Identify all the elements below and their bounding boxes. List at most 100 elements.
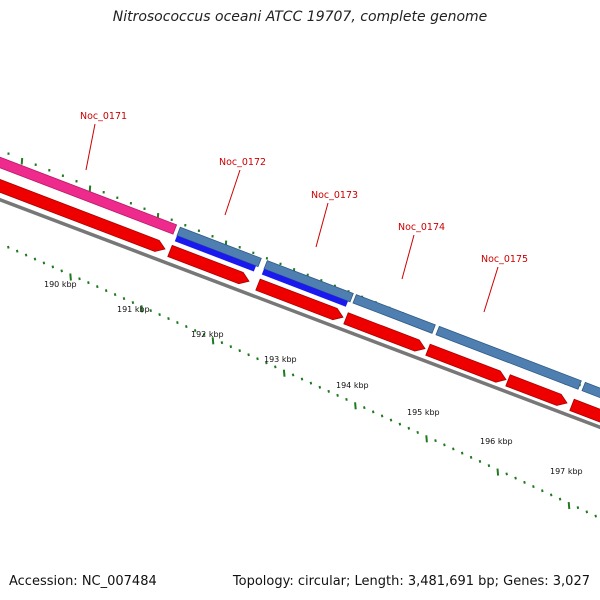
scale-tick-ring bbox=[7, 245, 597, 518]
scale-minor-tick bbox=[24, 253, 28, 257]
scale-minor-tick bbox=[78, 277, 81, 281]
scale-minor-tick bbox=[487, 464, 491, 468]
scale-minor-tick bbox=[104, 289, 108, 293]
scale-minor-tick bbox=[291, 373, 295, 377]
scale-minor-tick bbox=[505, 472, 508, 476]
reverse-cds-arrow bbox=[425, 343, 507, 383]
feature-steel-block bbox=[581, 381, 600, 399]
scale-minor-tick bbox=[15, 249, 19, 253]
scale-minor-tick bbox=[238, 349, 241, 353]
gene-label-leader bbox=[483, 266, 499, 313]
scale-minor-tick bbox=[523, 480, 526, 484]
scale-minor-tick bbox=[318, 385, 322, 389]
outer-tick-mark bbox=[88, 185, 92, 193]
scale-minor-tick bbox=[42, 261, 46, 265]
gene-label: Noc_0171 bbox=[80, 111, 127, 122]
reverse-cds-arrow bbox=[343, 312, 426, 352]
scale-minor-tick bbox=[389, 418, 393, 422]
feature-steel-block bbox=[352, 294, 436, 334]
gene-label: Noc_0174 bbox=[398, 222, 445, 233]
scale-major-tick bbox=[140, 305, 144, 313]
gene-label-leader bbox=[85, 123, 96, 171]
scale-minor-tick bbox=[549, 493, 553, 497]
gene-label-leader bbox=[315, 202, 329, 248]
scale-minor-tick bbox=[452, 447, 455, 451]
scale-minor-tick bbox=[327, 389, 330, 393]
scale-minor-tick bbox=[122, 297, 126, 301]
scale-label: 196 kbp bbox=[480, 437, 513, 446]
scale-label: 190 kbp bbox=[44, 280, 77, 289]
gene-label: Noc_0175 bbox=[481, 254, 528, 265]
feature-steel-block bbox=[435, 325, 582, 390]
scale-minor-tick bbox=[60, 269, 63, 273]
scale-minor-tick bbox=[265, 361, 268, 365]
scale-minor-tick bbox=[51, 265, 55, 269]
scale-minor-tick bbox=[371, 410, 375, 414]
scale-minor-tick bbox=[7, 245, 10, 249]
scale-minor-tick bbox=[416, 430, 419, 434]
scale-label: 195 kbp bbox=[407, 408, 440, 417]
scale-label: 192 kbp bbox=[191, 330, 224, 339]
scale-minor-tick bbox=[576, 506, 580, 510]
scale-major-tick bbox=[69, 273, 72, 281]
scale-minor-tick bbox=[149, 309, 152, 313]
scale-minor-tick bbox=[345, 397, 348, 401]
scale-minor-tick bbox=[176, 321, 179, 325]
forward-cds-band bbox=[261, 268, 348, 307]
scale-minor-tick bbox=[594, 514, 597, 518]
forward-cds-band bbox=[174, 235, 256, 272]
reverse-cds-arrow bbox=[0, 178, 166, 252]
scale-minor-tick bbox=[158, 313, 161, 317]
scale-label: 191 kbp bbox=[117, 305, 150, 314]
accession-text: Accession: NC_007484 bbox=[9, 574, 157, 589]
feature-noc-0171 bbox=[0, 156, 178, 235]
reverse-cds-arrow bbox=[167, 244, 250, 285]
scale-minor-tick bbox=[309, 381, 313, 385]
scale-minor-tick bbox=[256, 357, 259, 361]
genome-backbone-line bbox=[0, 197, 600, 430]
gene-label: Noc_0173 bbox=[311, 190, 358, 201]
scale-minor-tick bbox=[398, 422, 402, 426]
scale-minor-tick bbox=[167, 317, 170, 321]
scale-minor-tick bbox=[229, 345, 233, 349]
scale-minor-tick bbox=[300, 377, 304, 381]
scale-label: 197 kbp bbox=[550, 467, 583, 476]
scale-minor-tick bbox=[87, 281, 90, 285]
feature-steel-block bbox=[263, 260, 354, 303]
scale-minor-tick bbox=[380, 414, 384, 418]
scale-minor-tick bbox=[460, 451, 464, 455]
scale-minor-tick bbox=[443, 443, 446, 447]
scale-label: 194 kbp bbox=[336, 381, 369, 390]
scale-major-tick bbox=[282, 369, 286, 377]
scale-major-tick bbox=[425, 435, 428, 443]
scale-minor-tick bbox=[532, 485, 535, 489]
scale-major-tick bbox=[354, 402, 357, 410]
scale-minor-tick bbox=[558, 497, 562, 501]
scale-minor-tick bbox=[247, 353, 250, 357]
scale-major-tick bbox=[567, 502, 571, 510]
map-labels: 190 kbp 191 kbp 192 kbp 193 kbp 194 kbp 195 k… bbox=[44, 111, 583, 476]
feature-ring bbox=[0, 156, 600, 430]
scale-minor-tick bbox=[33, 257, 37, 261]
scale-minor-tick bbox=[131, 301, 135, 305]
scale-minor-tick bbox=[274, 365, 277, 369]
scale-minor-tick bbox=[113, 293, 117, 297]
gene-label-leader bbox=[224, 169, 241, 216]
scale-major-tick bbox=[211, 337, 215, 345]
genome-summary-text: Topology: circular; Length: 3,481,691 bp… bbox=[232, 574, 590, 589]
scale-minor-tick bbox=[220, 341, 224, 345]
scale-minor-tick bbox=[469, 455, 473, 459]
scale-minor-tick bbox=[96, 285, 99, 289]
gene-label-leader bbox=[401, 234, 415, 280]
scale-minor-tick bbox=[585, 510, 589, 514]
scale-minor-tick bbox=[407, 426, 411, 430]
scale-label: 193 kbp bbox=[264, 355, 297, 364]
scale-minor-tick bbox=[336, 393, 339, 397]
scale-minor-tick bbox=[478, 459, 482, 463]
reverse-cds-arrow bbox=[569, 398, 600, 423]
scale-minor-tick bbox=[541, 489, 544, 493]
reverse-cds-arrow bbox=[255, 278, 344, 321]
scale-major-tick bbox=[496, 468, 500, 476]
